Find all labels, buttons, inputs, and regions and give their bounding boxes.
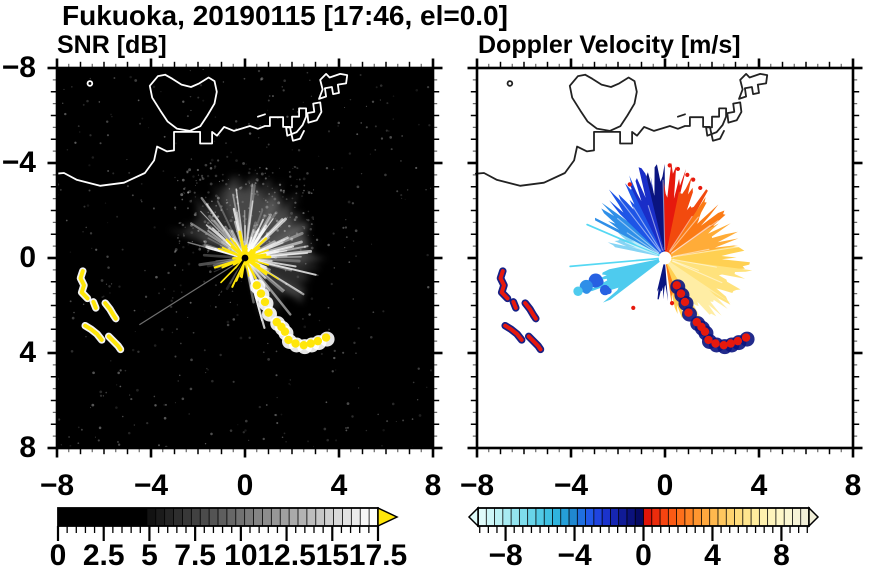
colorbar-ticks <box>479 526 808 541</box>
snr-colorbar-label: 10 <box>224 539 258 570</box>
y-tick-label: 0 <box>19 241 36 274</box>
velocity-ppi-panel <box>467 58 863 458</box>
x-tick-label: 8 <box>844 469 862 502</box>
y-tick-label: 4 <box>19 336 36 369</box>
colorbar-under-arrow <box>467 506 479 528</box>
red-flecks <box>627 163 703 310</box>
coastline <box>54 73 349 187</box>
gray-streak <box>139 257 246 326</box>
figure-title: Fukuoka, 20190115 [17:46, el=0.0] <box>62 0 508 31</box>
x-tick-label: −4 <box>133 469 169 502</box>
west-clutter <box>496 267 545 354</box>
snr-panel-title: SNR [dB] <box>57 31 167 59</box>
snr-colorbar-label: 12.5 <box>257 539 316 570</box>
clutter-chain <box>250 279 335 355</box>
x-tick-label: 4 <box>330 469 348 502</box>
x-tick-label: −8 <box>459 469 495 502</box>
radar-site-dot <box>658 251 672 265</box>
colorbar-cells <box>477 507 810 527</box>
beam-gaps <box>617 179 742 284</box>
x-tick-label: 0 <box>236 469 254 502</box>
velocity-panel-title: Doppler Velocity [m/s] <box>478 31 741 59</box>
snr-colorbar <box>56 506 399 541</box>
y-tick-label: −4 <box>1 146 36 179</box>
x-tick-label: −8 <box>39 469 75 502</box>
x-tick-label: 4 <box>750 469 768 502</box>
colorbar-ticks <box>56 526 380 541</box>
snr-colorbar-label: 2.5 <box>82 539 125 570</box>
x-tick-label: 8 <box>424 469 442 502</box>
shadow-rays <box>201 257 246 316</box>
velocity-colorbar-label: −4 <box>557 539 592 570</box>
x-tick-label: 0 <box>656 469 674 502</box>
snr-colorbar-label: 0 <box>49 539 67 570</box>
snr-colorbar-label: 5 <box>141 539 158 570</box>
velocity-clumps <box>573 273 620 296</box>
y-tick-label: −8 <box>1 51 36 84</box>
snr-colorbar-label: 7.5 <box>174 539 216 570</box>
snr-ppi-panel <box>47 58 443 458</box>
velocity-colorbar-label: −8 <box>488 539 523 570</box>
radar-site-dot <box>241 254 249 262</box>
clutter-chain <box>670 279 755 355</box>
velocity-colorbar-label: 8 <box>773 539 790 570</box>
velocity-colorbar <box>467 506 820 541</box>
colorbar-over-arrow <box>377 506 399 528</box>
y-tick-label: 8 <box>19 431 36 464</box>
colorbar-over-arrow <box>808 506 820 528</box>
velocity-colorbar-label: 4 <box>704 539 721 570</box>
snr-colorbar-label: 15 <box>315 539 349 570</box>
velocity-colorbar-label: 0 <box>635 539 652 570</box>
x-tick-label: −4 <box>553 469 589 502</box>
axis-ticks <box>47 58 443 458</box>
snr-colorbar-label: 17.5 <box>348 539 408 570</box>
colorbar-cells <box>57 507 379 527</box>
west-clutter <box>76 267 125 354</box>
coastline <box>474 73 769 187</box>
doppler-sectors <box>590 162 753 330</box>
